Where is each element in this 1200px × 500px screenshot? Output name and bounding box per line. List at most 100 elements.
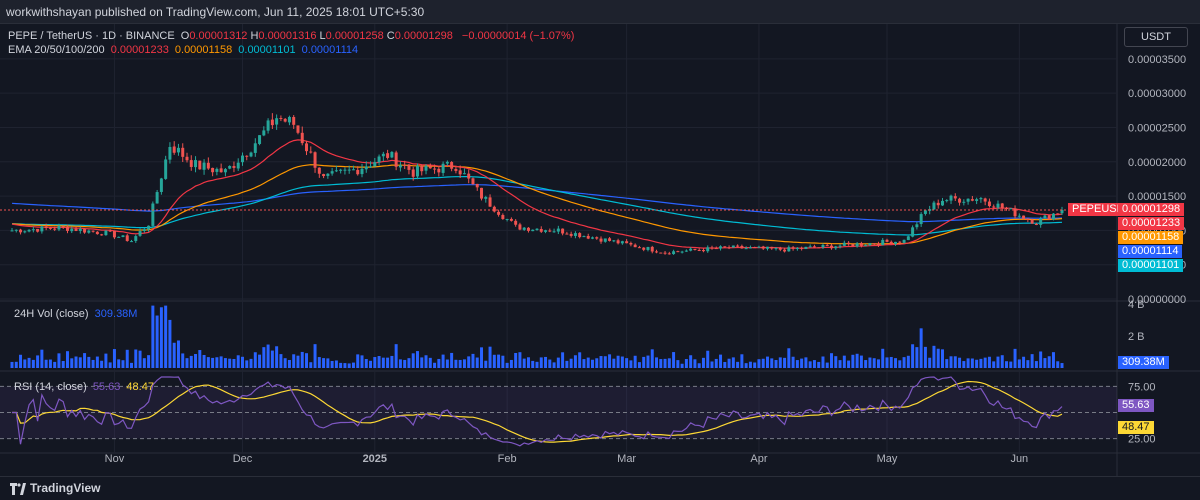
candle-body	[475, 183, 479, 188]
candle-body	[970, 199, 974, 201]
volume-bar	[44, 359, 48, 368]
candle-body	[1017, 215, 1021, 217]
candle-body	[612, 240, 616, 242]
candle-body	[650, 246, 654, 252]
candle-body	[369, 166, 373, 168]
volume-bar	[104, 353, 108, 368]
volume-bar	[834, 356, 838, 368]
candle-body	[292, 117, 296, 125]
volume-bar	[996, 356, 1000, 368]
volume-bar	[684, 359, 688, 368]
candle-body	[364, 166, 368, 170]
volume-bar	[774, 360, 778, 368]
volume-bar	[240, 356, 244, 368]
rsi-ma-value: 48.47	[126, 381, 154, 393]
volume-bar	[548, 359, 552, 368]
volume-bar	[48, 359, 52, 368]
volume-bar	[497, 354, 501, 368]
candle-body	[701, 250, 705, 252]
candle-body	[70, 228, 74, 232]
chart-canvas[interactable]: 0.00003500 0.00003000 0.00002500 0.00002000…	[0, 24, 1200, 476]
volume-bar	[987, 356, 991, 368]
candle-body	[983, 198, 987, 202]
volume-bar	[390, 355, 394, 368]
volume-bar	[480, 347, 484, 368]
currency-button[interactable]: USDT	[1124, 27, 1188, 47]
candle-body	[569, 233, 573, 236]
candle-body	[23, 231, 27, 233]
candle-body	[902, 239, 906, 243]
volume-bar	[966, 358, 970, 368]
volume-bar	[117, 359, 121, 368]
candle-body	[736, 245, 740, 247]
volume-bar	[765, 356, 769, 368]
volume-bar	[381, 357, 385, 368]
candle-body	[783, 249, 787, 252]
volume-bar	[462, 359, 466, 368]
volume-bar	[689, 355, 693, 368]
volume-bar	[932, 345, 936, 368]
candle-body	[817, 247, 821, 249]
candle-body	[672, 251, 676, 255]
price-tag-4: 0.00001101	[1118, 258, 1184, 272]
volume-bar	[812, 360, 816, 368]
publish-bar: workwithshayan published on TradingView.…	[0, 0, 1200, 24]
candle-body	[61, 226, 65, 228]
volume-bar	[817, 361, 821, 368]
volume-bar	[142, 358, 146, 368]
candle-body	[774, 247, 778, 249]
volume-bar	[1060, 363, 1064, 368]
candle-body	[919, 214, 923, 225]
candle-body	[979, 198, 983, 200]
volume-bar	[253, 352, 257, 368]
volume-bar	[992, 361, 996, 368]
candle-body	[484, 196, 488, 199]
volume-bar	[795, 360, 799, 368]
candle-body	[966, 198, 970, 202]
volume-bar	[428, 357, 432, 368]
candle-body	[518, 224, 522, 230]
rsi-tick-label: 75.00	[1128, 381, 1156, 393]
volume-bar	[923, 346, 927, 368]
time-tick-label: May	[877, 453, 898, 465]
time-tick-label: Feb	[498, 453, 517, 465]
volume-bar	[569, 358, 573, 368]
axes: 0.00003500 0.00003000 0.00002500 0.00002000…	[105, 54, 1186, 465]
volume-bar	[351, 362, 355, 368]
candle-body	[795, 247, 799, 249]
ema50-line	[11, 164, 1063, 245]
candle-body	[526, 227, 530, 231]
candle-body	[185, 156, 189, 161]
candle-body	[249, 152, 253, 157]
volume-bar	[57, 353, 61, 368]
candle-body	[821, 244, 825, 248]
candle-body	[765, 246, 769, 249]
publish-info: workwithshayan published on TradingView.…	[6, 5, 425, 19]
candle-body	[727, 247, 731, 249]
volume-bar	[851, 354, 855, 368]
volume-bar	[27, 357, 31, 368]
volume-bar	[603, 356, 607, 368]
candle-body	[834, 246, 838, 249]
candle-body	[437, 168, 441, 173]
volume-bar	[663, 358, 667, 368]
volume-bar	[693, 359, 697, 368]
volume-bar	[386, 357, 390, 368]
candle-body	[889, 241, 893, 245]
volume-bar	[582, 359, 586, 368]
rsi-band	[0, 386, 1117, 439]
volume-bar	[727, 358, 731, 368]
candle-body	[509, 218, 513, 221]
candle-body	[1034, 223, 1038, 225]
candle-body	[642, 247, 646, 250]
volume-bar	[433, 362, 437, 368]
volume-bar	[300, 351, 304, 368]
candle-body	[804, 246, 808, 249]
candle-body	[770, 246, 774, 249]
candle-body	[155, 192, 159, 204]
candle-body	[953, 196, 957, 199]
volume-bar	[928, 357, 932, 368]
candle-body	[761, 246, 765, 249]
volume-bar	[876, 359, 880, 368]
ema-legend: EMA 20/50/100/200 0.00001233 0.00001158 …	[8, 44, 361, 56]
